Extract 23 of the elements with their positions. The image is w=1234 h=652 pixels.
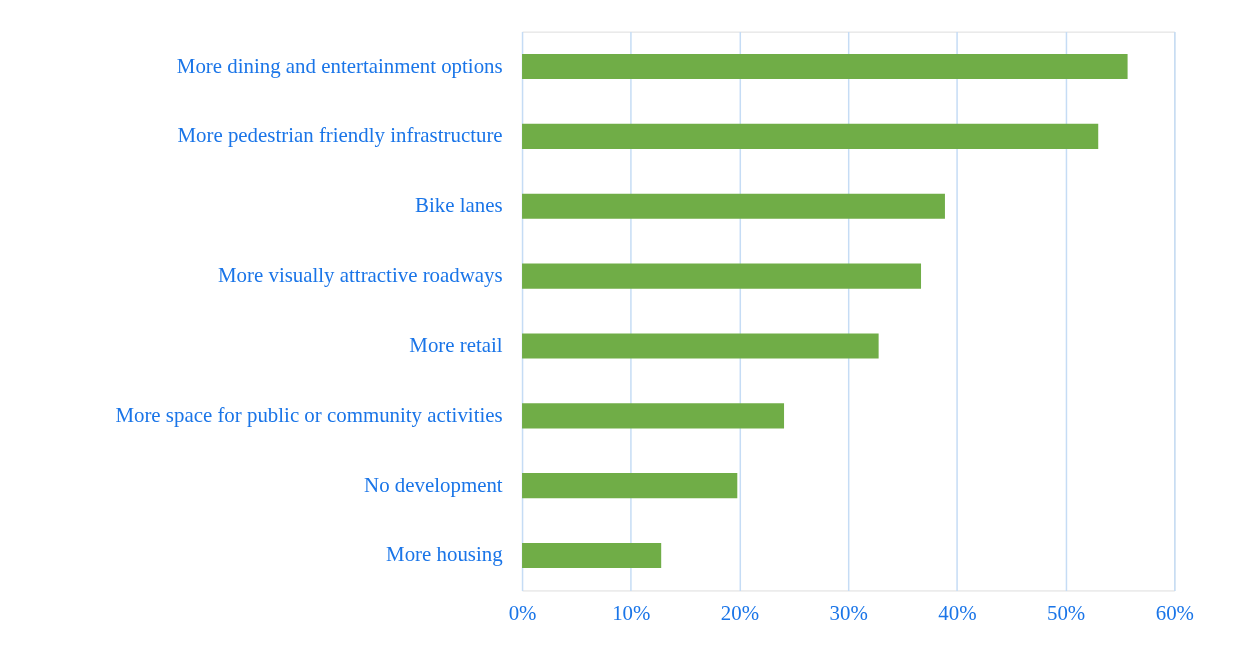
x-tick-label: 20%	[720, 600, 760, 625]
bar	[522, 193, 945, 219]
y-tick-label: More retail	[409, 332, 503, 357]
y-tick-label: More housing	[386, 542, 504, 567]
bar	[522, 123, 1099, 149]
x-tick-label: 30%	[829, 600, 868, 625]
bar	[522, 542, 662, 569]
x-tick-label: 10%	[612, 600, 651, 625]
x-tick-label: 40%	[938, 600, 977, 625]
bar	[522, 53, 1128, 80]
y-tick-label: More pedestrian friendly infrastructure	[177, 123, 503, 148]
y-tick-label: More dining and entertainment options	[176, 53, 503, 78]
bar	[522, 403, 785, 429]
x-tick-label: 60%	[1155, 600, 1194, 625]
bar	[522, 263, 922, 289]
y-tick-label: Bike lanes	[415, 193, 503, 218]
y-tick-label: More space for public or community activities	[115, 402, 503, 427]
bar	[522, 333, 879, 359]
x-tick-label: 0%	[508, 600, 537, 625]
x-tick-label: 50%	[1046, 600, 1086, 625]
bar	[522, 473, 738, 499]
y-tick-label: No development	[364, 472, 503, 497]
y-tick-label: More visually attractive roadways	[218, 263, 503, 288]
